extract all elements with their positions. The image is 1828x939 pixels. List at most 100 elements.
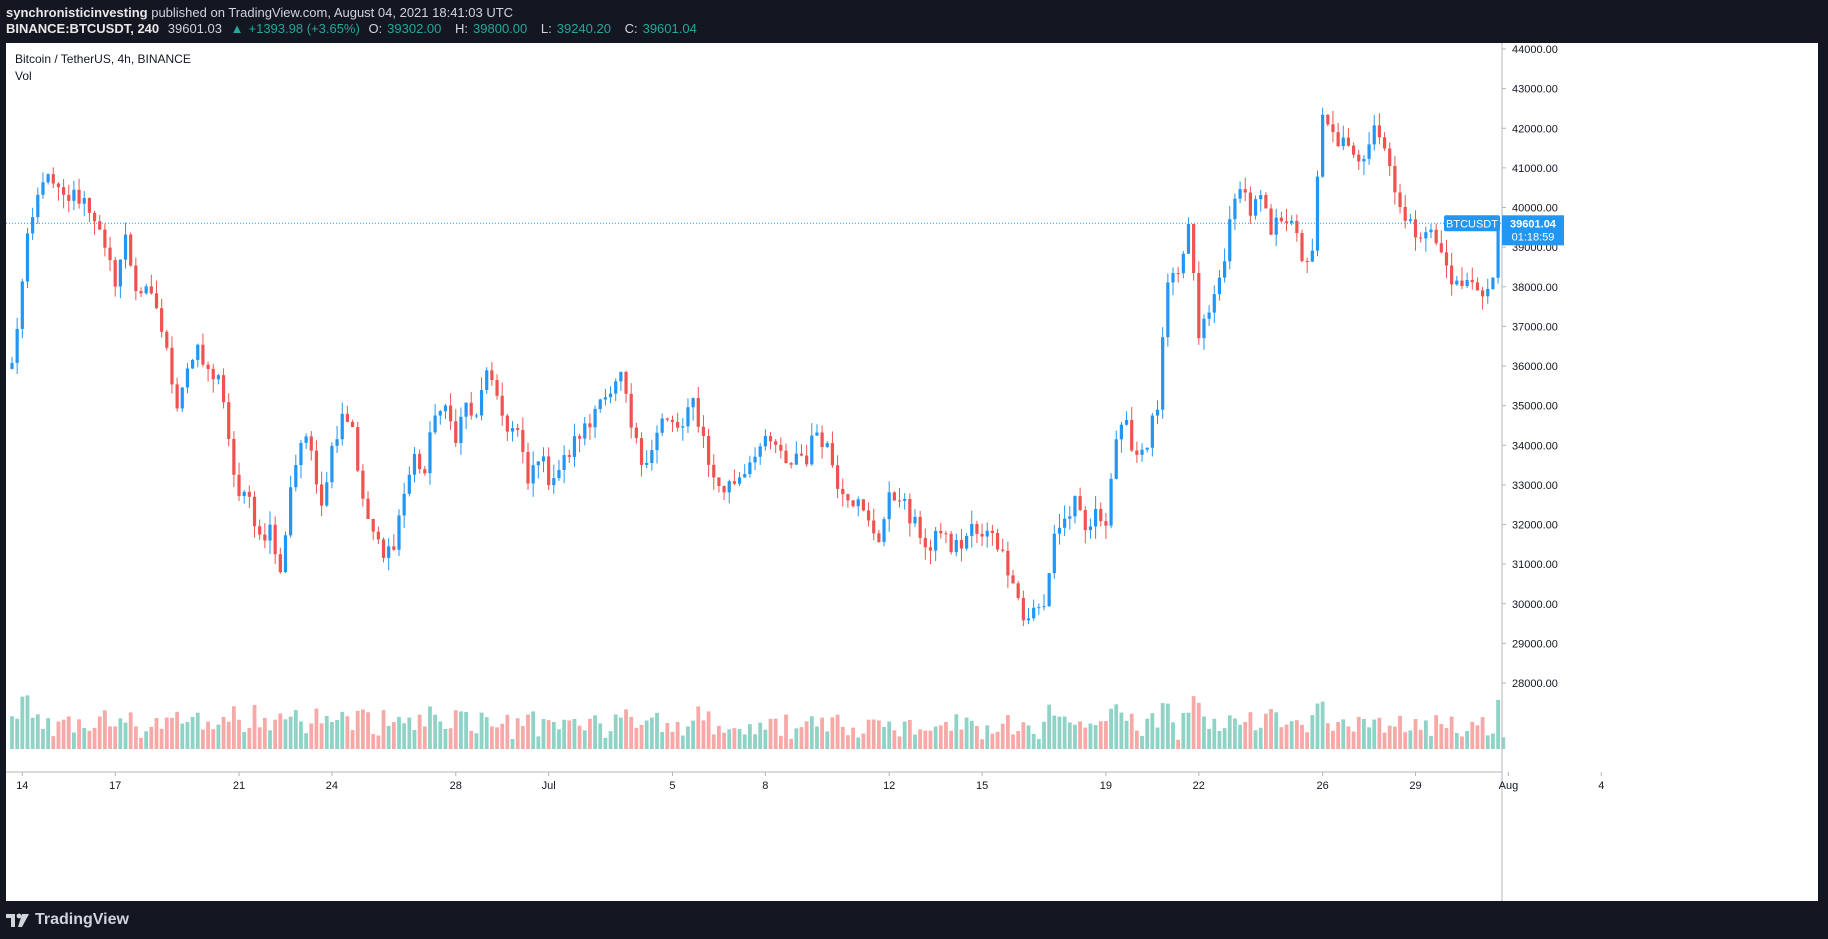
candle-body xyxy=(170,347,174,385)
volume-bar xyxy=(742,734,747,749)
candle-body xyxy=(805,455,809,465)
volume-bar xyxy=(1341,719,1346,749)
candle-body xyxy=(376,531,380,540)
volume-bar xyxy=(1429,735,1433,749)
candle-body xyxy=(258,526,262,535)
volume-bar xyxy=(959,729,964,749)
candle-body xyxy=(531,465,535,484)
volume-bar xyxy=(804,721,809,749)
volume-bar xyxy=(237,719,241,749)
candle-body xyxy=(645,462,649,465)
author-name[interactable]: synchronisticinvesting xyxy=(6,5,148,20)
price-chart[interactable]: 44000.00 43000.00 42000.00 41000.00 40000.00… xyxy=(6,43,1818,901)
volume-bar xyxy=(861,733,866,749)
volume-bar xyxy=(825,731,830,749)
candle-body xyxy=(418,453,422,470)
candle-body xyxy=(289,487,293,536)
x-tick-label: 24 xyxy=(326,780,338,792)
candle-body xyxy=(366,498,370,519)
candle-body xyxy=(784,450,788,464)
candle-body xyxy=(825,443,829,448)
x-tick-label: 8 xyxy=(762,780,768,792)
volume-bar xyxy=(1073,724,1077,749)
volume-bar xyxy=(381,710,386,749)
candle-body xyxy=(572,436,577,457)
volume-bar xyxy=(541,719,546,749)
volume-bar xyxy=(1408,730,1413,749)
volume-bar xyxy=(820,717,825,749)
candle-body xyxy=(1166,282,1170,338)
candle-body xyxy=(1192,223,1196,273)
candle-body xyxy=(959,539,964,549)
volume-bar xyxy=(897,736,902,749)
tradingview-logo[interactable]: TradingView xyxy=(6,910,129,930)
volume-bar xyxy=(1496,699,1500,749)
candle-body xyxy=(629,393,633,428)
candle-body xyxy=(928,547,933,551)
candle-body xyxy=(980,533,984,537)
candle-body xyxy=(1326,114,1330,125)
candle-body xyxy=(454,421,458,443)
volume-bar xyxy=(206,721,210,749)
volume-bar xyxy=(1052,715,1057,749)
candle-body xyxy=(712,464,716,478)
volume-bar xyxy=(686,726,690,749)
volume-bar xyxy=(195,712,200,749)
candle-body xyxy=(1140,449,1144,455)
candle-body xyxy=(304,436,308,443)
volume-bar xyxy=(1021,722,1026,749)
candle-body xyxy=(717,477,721,487)
price-change: +1393.98 (+3.65%) xyxy=(248,21,360,36)
candle-body xyxy=(1063,518,1067,528)
volume-bar xyxy=(10,716,14,749)
candle-body xyxy=(815,432,819,436)
volume-bar xyxy=(1449,716,1454,749)
volume-bar xyxy=(531,711,536,749)
candle-body xyxy=(660,418,664,433)
volume-bar xyxy=(278,713,283,749)
candle-body xyxy=(165,331,169,348)
volume-bar xyxy=(567,720,572,749)
candle-body xyxy=(1243,189,1247,193)
y-tick-label: 41000.00 xyxy=(1512,163,1558,175)
volume-bar xyxy=(1062,716,1067,749)
candle-body xyxy=(1073,496,1077,517)
volume-bar xyxy=(938,725,943,749)
candle-body xyxy=(1223,261,1227,278)
candle-body xyxy=(62,187,66,195)
candle-body xyxy=(526,451,530,484)
volume-bar xyxy=(35,714,40,749)
volume-bar xyxy=(1294,720,1299,749)
volume-bar xyxy=(969,720,974,749)
volume-bar xyxy=(1439,724,1444,749)
candle-body xyxy=(970,523,974,536)
x-tick-label: Jul xyxy=(542,780,556,792)
symbol-badge xyxy=(1444,215,1500,232)
volume-bar xyxy=(660,731,665,749)
candle-body xyxy=(665,418,669,420)
volume-bar xyxy=(1403,732,1408,749)
chart-area[interactable]: 44000.00 43000.00 42000.00 41000.00 40000.00… xyxy=(6,43,1818,901)
candle-body xyxy=(350,421,355,428)
candle-body xyxy=(221,375,226,403)
candle-body xyxy=(1439,243,1443,253)
candle-body xyxy=(387,546,391,558)
candle-body xyxy=(309,436,313,451)
volume-bar xyxy=(1325,723,1330,749)
volume-bar xyxy=(1263,713,1268,749)
candle-body xyxy=(965,535,969,549)
volume-bar xyxy=(758,722,763,749)
candle-body xyxy=(1094,508,1098,527)
volume-bar xyxy=(1155,727,1160,749)
candle-body xyxy=(918,516,922,538)
candle-body xyxy=(995,532,1000,550)
candle-body xyxy=(479,390,484,416)
candle-body xyxy=(779,444,783,451)
candle-body xyxy=(608,393,613,398)
candle-body xyxy=(1295,220,1299,234)
open-label: O: xyxy=(368,21,383,36)
candle-body xyxy=(691,398,695,408)
volume-bar xyxy=(701,720,706,749)
volume-bar xyxy=(1140,735,1144,749)
candle-body xyxy=(77,189,81,204)
